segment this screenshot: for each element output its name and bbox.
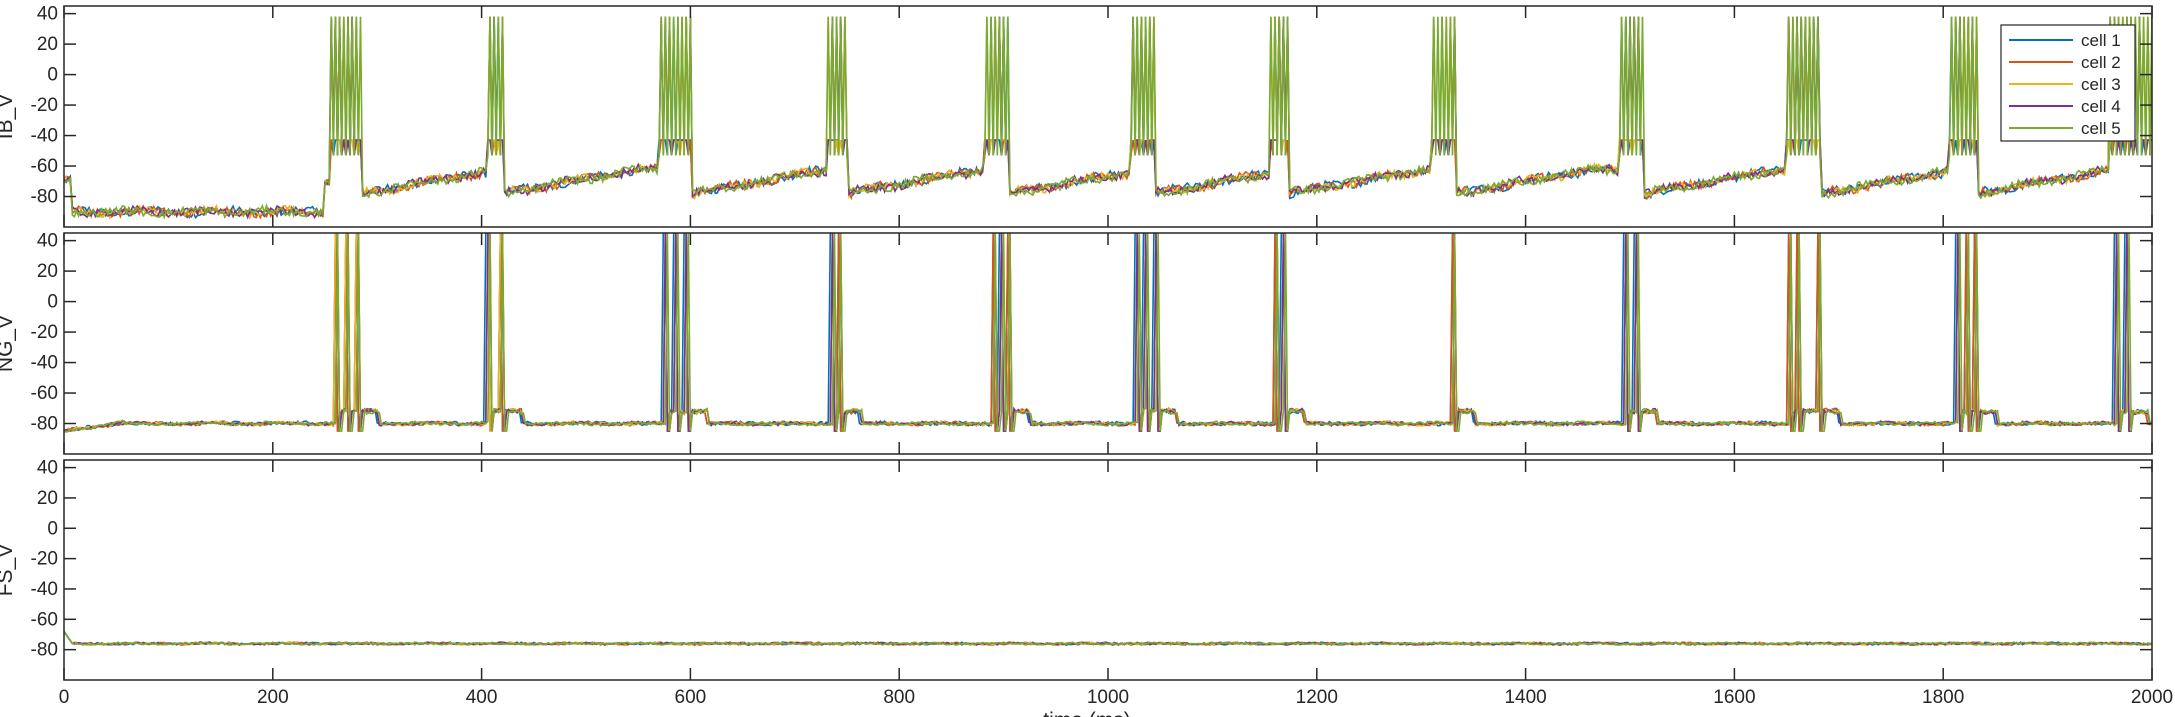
series-line-cell-5 [64,233,2152,433]
y-axis-label: FS_V [0,544,17,597]
x-tick-label: 0 [59,687,70,708]
x-tick-label: 1600 [1713,687,1755,708]
y-tick-label: 40 [37,458,58,479]
legend-label: cell 1 [2081,31,2121,50]
x-tick-label: 600 [675,687,707,708]
legend-label: cell 4 [2081,97,2121,116]
series-line-cell-1 [64,233,2152,433]
x-tick-label: 1800 [1922,687,1964,708]
x-tick-label: 1400 [1504,687,1546,708]
y-tick-label: 20 [37,488,58,509]
y-tick-label: -20 [31,549,58,570]
y-tick-label: 0 [47,65,58,86]
y-tick-label: 20 [37,34,58,55]
x-tick-label: 2000 [2131,687,2173,708]
legend-label: cell 3 [2081,75,2121,94]
y-tick-label: -60 [31,609,58,630]
y-tick-label: -40 [31,579,58,600]
y-axis-label: IB_V [0,94,17,140]
x-tick-label: 400 [466,687,498,708]
legend-label: cell 2 [2081,53,2121,72]
series-line-cell-3 [64,233,2152,432]
y-tick-label: -80 [31,640,58,661]
series-line-cell-2 [64,233,2152,433]
x-tick-label: 200 [257,687,289,708]
y-tick-label: 0 [47,518,58,539]
x-tick-label: 1200 [1296,687,1338,708]
x-tick-label: 800 [883,687,915,708]
y-tick-label: -60 [31,156,58,177]
axes-box [63,459,2153,681]
legend: cell 1 cell 2 cell 3 cell 4 cell 5 [2000,24,2136,142]
y-tick-label: -20 [31,322,58,343]
x-tick-label: 1000 [1087,687,1129,708]
panel-ib-v: 40 20 0 -20 -40 -60 -80 IB_V [0,4,2153,228]
panel-ng-v: 40 20 0 -20 -40 -60 -80 NG_V [0,231,2153,455]
y-tick-label: -80 [31,187,58,208]
series-line-cell-5 [64,630,2152,646]
y-axis-label: NG_V [0,315,17,372]
y-tick-label: 40 [37,231,58,252]
y-tick-label: -40 [31,126,58,147]
legend-label: cell 5 [2081,119,2121,138]
y-tick-label: -80 [31,414,58,435]
y-tick-label: 20 [37,261,58,282]
series-line-cell-4 [64,233,2152,432]
y-tick-label: 40 [37,4,58,25]
y-tick-label: 0 [47,292,58,313]
series-line-cell-5 [64,16,2152,220]
x-axis-label: time (ms) [1043,709,1131,717]
y-tick-label: -40 [31,353,58,374]
y-tick-label: -60 [31,383,58,404]
y-tick-label: -20 [31,95,58,116]
